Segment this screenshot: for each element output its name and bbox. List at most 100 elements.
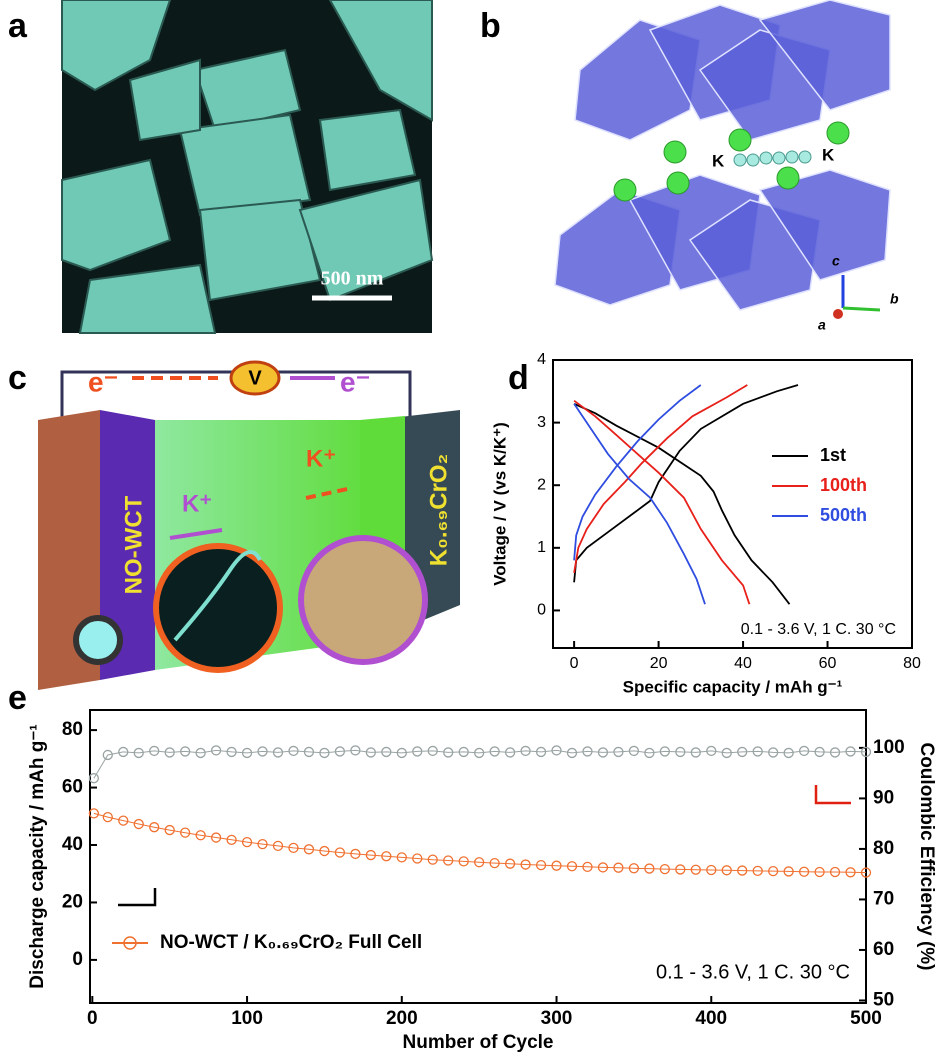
data-point (257, 838, 268, 850)
data-point (257, 746, 268, 757)
y2-tick-label: 70 (873, 888, 894, 909)
sem-crystals (61, 0, 434, 334)
data-point (659, 746, 670, 757)
x-tick-label: 80 (903, 655, 921, 672)
x-tick-label: 300 (541, 1008, 573, 1029)
y2-tick-label: 100 (873, 737, 905, 758)
data-point (551, 745, 562, 756)
voltmeter (229, 360, 281, 396)
data-point (644, 863, 655, 874)
y-tick-label: 20 (62, 891, 83, 912)
ion-label: K⁺ (182, 490, 212, 517)
y-axis-label: Voltage / V (vs K/K⁺) (490, 422, 509, 586)
data-point (566, 747, 578, 759)
data-point (628, 745, 640, 757)
k-atoms (613, 121, 850, 202)
data-point (381, 746, 392, 758)
legend-label: 100th (820, 475, 867, 495)
series-line (573, 384, 706, 605)
data-point (210, 745, 222, 756)
data-point (860, 746, 872, 758)
data-point (829, 866, 841, 878)
data-point (164, 824, 175, 836)
data-point (474, 857, 485, 868)
panel-label: d (508, 359, 529, 397)
data-point (365, 849, 376, 861)
data-point (737, 746, 748, 758)
x-tick-label: 100 (231, 1008, 263, 1029)
data-point (628, 863, 640, 874)
data-point (303, 844, 315, 855)
y-tick-label: 3 (537, 414, 546, 431)
ion-label: K⁺ (306, 445, 336, 472)
y-tick-label: 0 (72, 949, 83, 970)
data-point (241, 836, 253, 848)
legend-label: 1st (820, 445, 846, 465)
plot-frame (89, 709, 867, 1004)
data-point (659, 863, 670, 875)
axis-origin (833, 309, 843, 319)
x-tick-label: 0 (570, 655, 579, 672)
data-point (489, 746, 500, 757)
data-point (412, 746, 423, 757)
data-point (133, 747, 144, 759)
data-point (690, 747, 701, 758)
data-point (334, 746, 346, 757)
data-point (814, 866, 825, 878)
data-point (427, 745, 438, 757)
x-tick-label: 500 (850, 1008, 882, 1029)
scale-label: 500 nm (321, 268, 384, 290)
data-point (118, 815, 129, 826)
data-point (381, 851, 392, 862)
data-point (412, 853, 423, 864)
data-point (613, 746, 624, 758)
x-tick-label: 200 (386, 1008, 418, 1029)
panel-label: a (8, 7, 28, 45)
data-point (396, 852, 407, 863)
data-point (210, 832, 222, 843)
y-tick-label: 4 (537, 351, 546, 368)
data-point (814, 746, 825, 758)
series-line (573, 384, 799, 605)
data-point (675, 746, 686, 758)
data-point (783, 747, 794, 759)
annotation: 0.1 - 3.6 V, 1 C. 30 °C (741, 621, 896, 638)
annotation: 0.1 - 3.6 V, 1 C. 30 °C (656, 961, 850, 983)
electron-label: e⁻ (88, 366, 118, 397)
data-point (768, 866, 779, 877)
y-tick-label: 0 (537, 602, 546, 619)
x-tick-label: 60 (819, 655, 837, 672)
series-line (93, 749, 867, 779)
data-point (195, 747, 206, 759)
y2-axis-label: Coulombic Efficiency (%) (916, 742, 937, 970)
y2-tick-label: 50 (873, 989, 894, 1010)
octahedra (554, 0, 891, 311)
data-point (226, 746, 237, 758)
panel-label: b (480, 7, 501, 45)
axis-label: c (832, 253, 840, 269)
data-point (427, 854, 438, 865)
data-point (582, 746, 593, 757)
data-point (334, 847, 346, 858)
data-point (706, 864, 717, 876)
y2-tick-label: 90 (873, 787, 894, 808)
data-point (133, 818, 144, 830)
x-tick-label: 40 (734, 655, 752, 672)
data-point (195, 830, 206, 841)
data-point (721, 865, 732, 876)
data-point (288, 842, 299, 854)
axis-hint-arrow (814, 785, 851, 805)
data-point (798, 745, 810, 757)
data-point (319, 845, 330, 857)
data-point (102, 749, 113, 761)
data-point (88, 773, 100, 784)
data-point (675, 864, 686, 875)
data-point (226, 834, 237, 845)
data-point (706, 745, 717, 757)
y-axis-label: Discharge capacity / mAh g⁻¹ (27, 724, 48, 989)
data-point (272, 747, 284, 758)
data-point (520, 859, 531, 870)
data-point (752, 865, 763, 877)
ion-arrow (169, 528, 223, 540)
y-tick-label: 1 (537, 539, 546, 556)
